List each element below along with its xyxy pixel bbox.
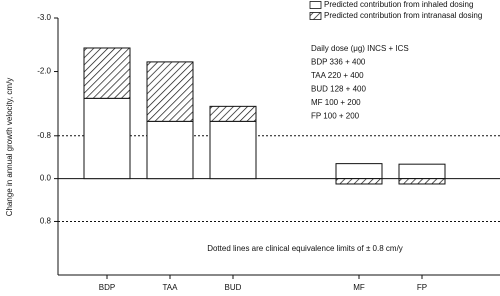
annotation: BDP 336 + 400 xyxy=(311,58,366,67)
x-tick-label: BDP xyxy=(99,283,115,292)
x-tick-label: BUD xyxy=(225,283,242,292)
bar xyxy=(335,163,383,180)
y-tick-label: -3.0 xyxy=(37,13,51,22)
annotation: MF 100 + 200 xyxy=(311,98,361,107)
bar xyxy=(335,178,383,185)
legend-label: Predicted contribution from inhaled dosi… xyxy=(324,0,473,9)
y-axis-label: Change in annual growth velocity, cm/y xyxy=(5,78,14,217)
bar xyxy=(83,47,131,99)
bar xyxy=(146,120,194,180)
bar xyxy=(398,163,446,180)
y-tick-label: -2.0 xyxy=(37,67,51,76)
bar xyxy=(209,105,257,122)
x-tick-label: FP xyxy=(417,283,427,292)
bar xyxy=(398,178,446,185)
legend-swatch xyxy=(309,1,322,9)
annotation: FP 100 + 200 xyxy=(311,112,360,121)
bar xyxy=(146,61,194,122)
legend-label: Predicted contribution from intranasal d… xyxy=(324,11,482,20)
bar xyxy=(83,97,131,180)
bar xyxy=(209,120,257,180)
x-tick-label: TAA xyxy=(163,283,179,292)
note: Dotted lines are clinical equivalence li… xyxy=(207,244,403,253)
y-tick-label: 0.0 xyxy=(40,174,52,183)
legend-swatch xyxy=(309,12,322,20)
annotation: TAA 220 + 400 xyxy=(311,71,364,80)
y-tick-label: -0.8 xyxy=(37,131,51,140)
annotation: BUD 128 + 400 xyxy=(311,85,366,94)
x-tick-label: MF xyxy=(353,283,365,292)
y-tick-label: 0.8 xyxy=(40,217,52,226)
annotation: Daily dose (μg) INCS + ICS xyxy=(311,44,409,53)
